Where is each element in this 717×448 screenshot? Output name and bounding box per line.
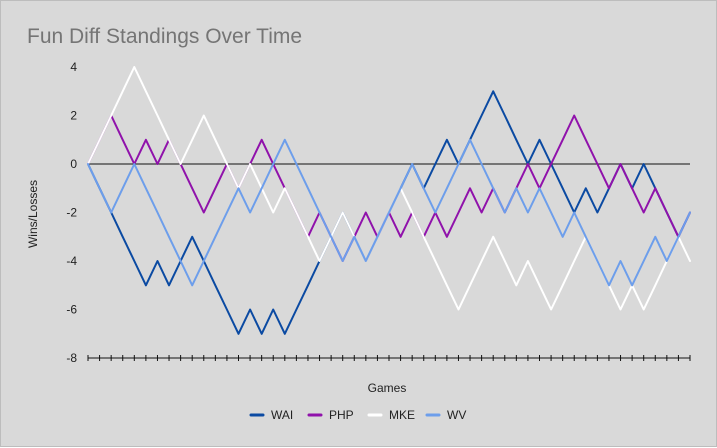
legend-label-wai: WAI: [271, 408, 293, 422]
legend-label-wv: WV: [447, 408, 466, 422]
y-tick-label: 0: [70, 157, 77, 171]
series-line-php: [87, 114, 691, 262]
series-line-wv: [87, 138, 691, 287]
y-tick-label: -2: [66, 206, 77, 220]
x-axis-title: Games: [368, 381, 407, 395]
chart-title: Fun Diff Standings Over Time: [27, 25, 302, 48]
plot-area: 4 2 0 -2 -4 -6 -8: [66, 60, 691, 365]
legend: WAI PHP MKE WV: [249, 408, 466, 422]
legend-label-mke: MKE: [389, 408, 415, 422]
legend-label-php: PHP: [329, 408, 354, 422]
y-tick-label: -8: [66, 351, 77, 365]
y-tick-label: 2: [70, 109, 77, 123]
y-tick-label: 4: [70, 60, 77, 74]
series-line-mke: [87, 66, 691, 311]
y-axis-title: Wins/Losses: [26, 180, 40, 248]
y-tick-label: -4: [66, 254, 77, 268]
y-tick-label: -6: [66, 303, 77, 317]
